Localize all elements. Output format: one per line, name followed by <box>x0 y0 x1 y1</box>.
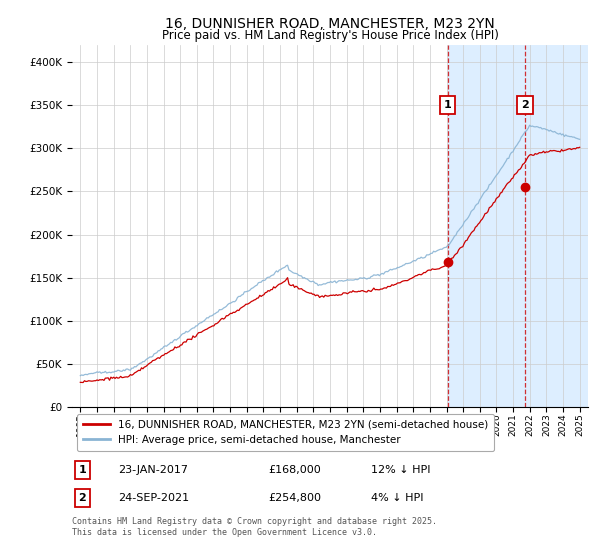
Text: 4% ↓ HPI: 4% ↓ HPI <box>371 493 424 503</box>
Text: Price paid vs. HM Land Registry's House Price Index (HPI): Price paid vs. HM Land Registry's House … <box>161 29 499 42</box>
Text: 2: 2 <box>79 493 86 503</box>
Legend: 16, DUNNISHER ROAD, MANCHESTER, M23 2YN (semi-detached house), HPI: Average pric: 16, DUNNISHER ROAD, MANCHESTER, M23 2YN … <box>77 414 494 451</box>
Text: 1: 1 <box>443 100 451 110</box>
Text: 1: 1 <box>79 465 86 475</box>
Bar <box>448 45 596 407</box>
Text: 2: 2 <box>521 100 529 110</box>
Text: Contains HM Land Registry data © Crown copyright and database right 2025.
This d: Contains HM Land Registry data © Crown c… <box>72 517 437 536</box>
Text: 16, DUNNISHER ROAD, MANCHESTER, M23 2YN: 16, DUNNISHER ROAD, MANCHESTER, M23 2YN <box>165 17 495 31</box>
Text: 23-JAN-2017: 23-JAN-2017 <box>118 465 188 475</box>
Text: £254,800: £254,800 <box>268 493 321 503</box>
Text: 12% ↓ HPI: 12% ↓ HPI <box>371 465 431 475</box>
Text: 24-SEP-2021: 24-SEP-2021 <box>118 493 190 503</box>
Text: £168,000: £168,000 <box>268 465 321 475</box>
